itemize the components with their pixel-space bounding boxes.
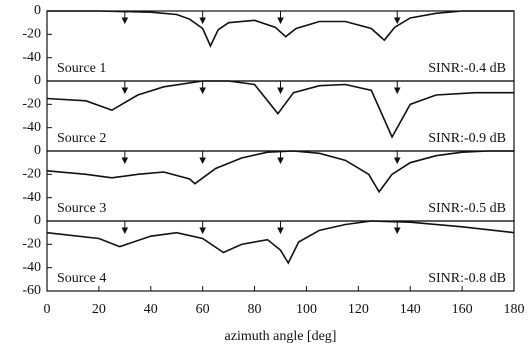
x-tick-label: 40 bbox=[144, 302, 158, 317]
source-label: Source 2 bbox=[57, 131, 106, 146]
source-arrowhead bbox=[393, 227, 401, 235]
source-arrowhead bbox=[121, 227, 129, 235]
sinr-label: SINR:-0.8 dB bbox=[428, 271, 506, 286]
y-tick-label: -40 bbox=[22, 260, 41, 275]
source-arrowhead bbox=[393, 17, 401, 25]
source-arrowhead bbox=[199, 157, 206, 165]
sinr-label: SINR:-0.4 dB bbox=[428, 61, 506, 76]
source-arrowhead bbox=[393, 87, 401, 95]
y-tick-label: 0 bbox=[34, 213, 41, 228]
source-arrowhead bbox=[121, 17, 129, 25]
x-axis-label: azimuth angle [deg] bbox=[225, 329, 337, 344]
x-tick-label: 180 bbox=[504, 302, 525, 317]
x-tick-label: 100 bbox=[296, 302, 317, 317]
x-tick-label: 0 bbox=[44, 302, 51, 317]
pattern-curve bbox=[46, 150, 514, 194]
x-tick-label: 140 bbox=[400, 302, 421, 317]
y-tick-label: -20 bbox=[22, 97, 41, 112]
x-tick-label: 160 bbox=[452, 302, 473, 317]
source-arrowhead bbox=[277, 17, 284, 25]
pattern-curve bbox=[46, 80, 514, 139]
sinr-label: SINR:-0.5 dB bbox=[428, 201, 506, 216]
y-tick-label: -40 bbox=[22, 120, 41, 135]
source-label: Source 4 bbox=[57, 271, 106, 286]
source-arrowhead bbox=[199, 87, 206, 95]
x-tick-label: 120 bbox=[348, 302, 369, 317]
source-label: Source 1 bbox=[57, 61, 106, 76]
x-tick-label: 20 bbox=[92, 302, 106, 317]
source-arrowhead bbox=[199, 17, 206, 25]
source-arrowhead bbox=[199, 227, 206, 235]
y-tick-label: -40 bbox=[22, 190, 41, 205]
source-arrowhead bbox=[277, 227, 284, 235]
x-tick-label: 60 bbox=[196, 302, 210, 317]
pattern-curve bbox=[46, 220, 515, 265]
source-arrowhead bbox=[277, 157, 284, 165]
pattern-curve bbox=[47, 10, 514, 48]
y-tick-label: 0 bbox=[34, 143, 41, 158]
x-tick-label: 80 bbox=[248, 302, 262, 317]
source-label: Source 3 bbox=[57, 201, 106, 216]
y-tick-label: 0 bbox=[34, 3, 41, 18]
y-tick-label: -60 bbox=[22, 283, 41, 298]
sinr-label: SINR:-0.9 dB bbox=[428, 131, 506, 146]
y-tick-label: -20 bbox=[22, 237, 41, 252]
source-arrowhead bbox=[121, 157, 129, 165]
source-arrowhead bbox=[277, 87, 284, 95]
source-arrowhead bbox=[393, 157, 401, 165]
y-tick-label: -40 bbox=[22, 50, 41, 65]
y-tick-label: -20 bbox=[22, 27, 41, 42]
source-arrowhead bbox=[121, 87, 129, 95]
y-tick-label: 0 bbox=[34, 73, 41, 88]
y-tick-label: -20 bbox=[22, 167, 41, 182]
